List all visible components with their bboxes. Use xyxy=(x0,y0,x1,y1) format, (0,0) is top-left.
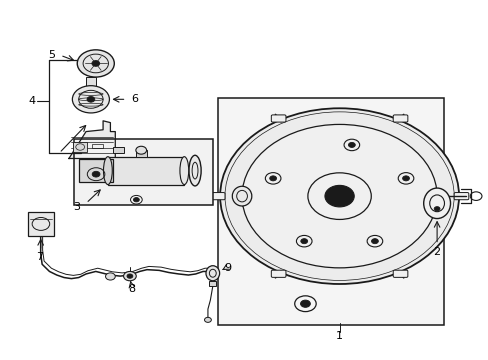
Text: 2: 2 xyxy=(433,247,440,257)
Ellipse shape xyxy=(232,186,251,206)
Ellipse shape xyxy=(188,155,201,186)
Ellipse shape xyxy=(205,266,219,281)
Circle shape xyxy=(204,318,211,322)
Circle shape xyxy=(87,96,95,102)
Bar xyxy=(113,147,123,153)
Circle shape xyxy=(325,185,353,207)
FancyBboxPatch shape xyxy=(271,270,285,277)
FancyBboxPatch shape xyxy=(392,270,407,277)
Circle shape xyxy=(300,300,310,307)
Circle shape xyxy=(133,198,139,202)
Ellipse shape xyxy=(103,157,112,185)
Circle shape xyxy=(371,239,378,244)
Text: 1: 1 xyxy=(335,331,343,341)
Circle shape xyxy=(220,108,458,284)
Bar xyxy=(217,98,444,325)
FancyBboxPatch shape xyxy=(453,193,468,200)
FancyBboxPatch shape xyxy=(392,115,407,122)
Ellipse shape xyxy=(180,157,188,185)
Bar xyxy=(74,139,212,205)
Circle shape xyxy=(300,239,307,244)
Bar xyxy=(209,281,216,286)
Circle shape xyxy=(123,271,136,281)
FancyBboxPatch shape xyxy=(210,193,224,200)
Circle shape xyxy=(269,176,276,181)
Circle shape xyxy=(105,273,115,280)
Bar xyxy=(27,212,54,235)
Circle shape xyxy=(72,86,109,113)
Polygon shape xyxy=(69,121,115,158)
Bar xyxy=(79,159,113,182)
Text: 3: 3 xyxy=(73,202,80,212)
Text: 9: 9 xyxy=(224,263,230,273)
Ellipse shape xyxy=(423,188,449,219)
Bar xyxy=(108,157,184,185)
Text: 7: 7 xyxy=(36,252,43,262)
Ellipse shape xyxy=(136,146,146,154)
Bar xyxy=(73,142,87,152)
FancyBboxPatch shape xyxy=(271,115,285,122)
Text: 4: 4 xyxy=(29,96,36,106)
Text: 8: 8 xyxy=(127,284,135,294)
Circle shape xyxy=(77,50,114,77)
Text: 5: 5 xyxy=(48,50,55,60)
Circle shape xyxy=(242,125,436,268)
Bar xyxy=(92,144,103,148)
Circle shape xyxy=(92,171,100,177)
Bar xyxy=(86,77,96,86)
Circle shape xyxy=(92,60,100,66)
Circle shape xyxy=(348,143,355,148)
Circle shape xyxy=(127,274,133,278)
Circle shape xyxy=(433,207,439,211)
Circle shape xyxy=(402,176,408,181)
Bar xyxy=(136,150,146,157)
Text: 6: 6 xyxy=(131,94,138,104)
